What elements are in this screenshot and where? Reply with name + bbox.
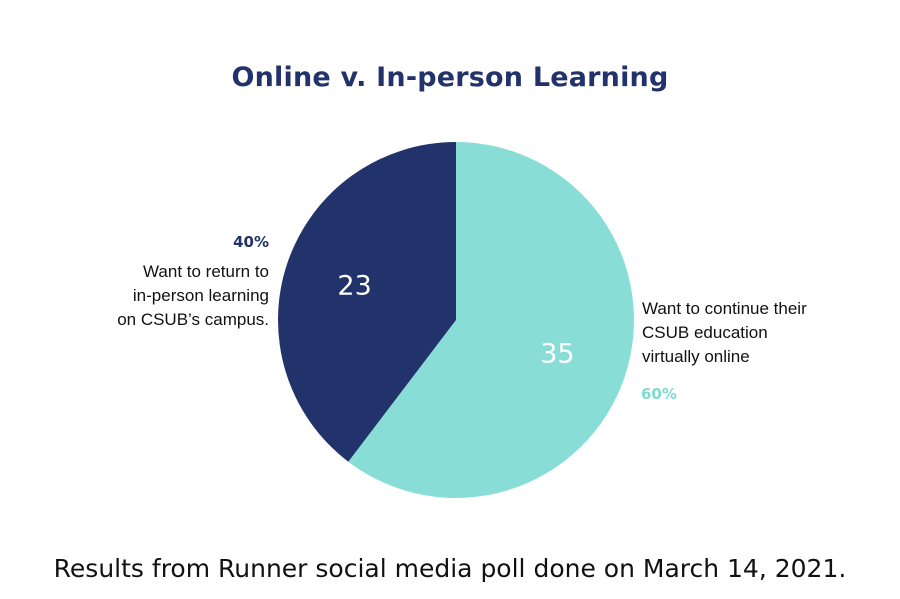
- in-person-percent-label: 40%: [233, 233, 269, 251]
- pie-slice-online: [348, 142, 635, 499]
- chart-title: Online v. In-person Learning: [231, 62, 669, 93]
- in-person-description: Want to return to in-person learning on …: [117, 260, 269, 332]
- online-percent-label: 60%: [641, 385, 677, 403]
- slice-value-label-online: 35: [540, 339, 574, 370]
- in-person-description-line: Want to return to: [143, 262, 269, 281]
- in-person-description-line: in-person learning: [132, 286, 269, 305]
- pie-slice-in-person: [278, 142, 456, 462]
- footnote: Results from Runner social media poll do…: [53, 554, 847, 583]
- online-description-line: virtually online: [642, 347, 750, 366]
- online-description-line: CSUB education: [642, 323, 768, 342]
- in-person-description-line: on CSUB’s campus.: [117, 310, 269, 329]
- online-description-line: Want to continue their: [642, 299, 807, 318]
- slice-value-label-in-person: 23: [337, 270, 371, 301]
- online-description: Want to continue their CSUB education vi…: [642, 297, 807, 369]
